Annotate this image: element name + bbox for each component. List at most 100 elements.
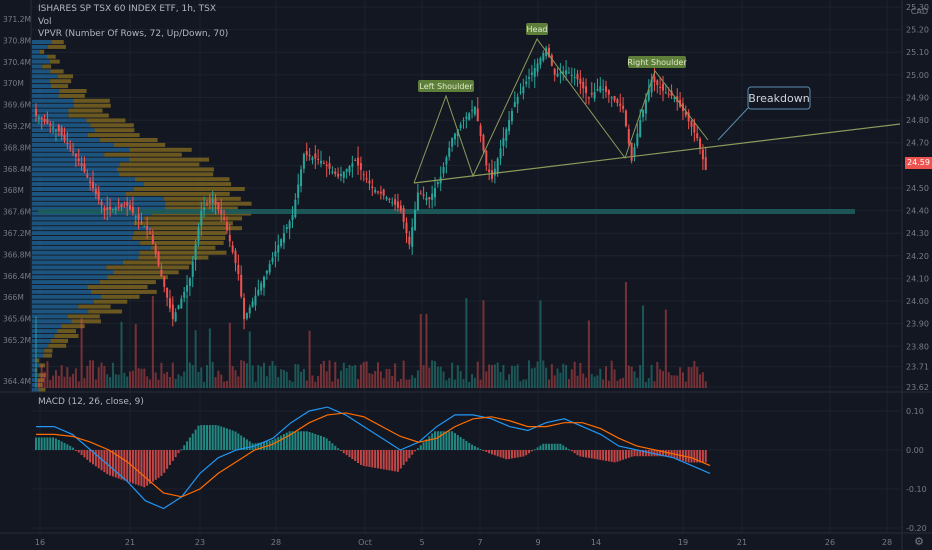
- volume-bar: [74, 368, 77, 388]
- time-axis[interactable]: 16 21 23 28 Oct 5 7 9 14 19 21 26 28: [35, 538, 892, 547]
- volume-bar: [667, 372, 670, 388]
- candle-body: [183, 292, 186, 298]
- annotation-label: Head: [527, 25, 548, 34]
- volume-bar: [516, 364, 519, 388]
- macd-histogram-bar: [106, 450, 109, 475]
- macd-histogram-bar: [394, 450, 397, 472]
- vpvr-row-up: [32, 319, 72, 324]
- candle-body: [237, 264, 240, 274]
- price-tick-label: 25.00: [906, 71, 929, 80]
- candle-body: [163, 277, 166, 287]
- vpvr-row-down: [38, 387, 46, 392]
- macd-histogram-bar: [499, 450, 502, 458]
- macd-histogram-bar: [396, 450, 399, 472]
- macd-histogram-bar: [149, 450, 151, 484]
- candle-body: [522, 86, 525, 94]
- candle-body: [530, 72, 533, 75]
- macd-histogram-bar: [277, 437, 280, 450]
- candle-body: [636, 133, 639, 146]
- candle-body: [362, 174, 365, 176]
- vpvr-row-down: [37, 383, 43, 387]
- volume-bar: [562, 363, 565, 388]
- macd-histogram-bar: [180, 449, 183, 451]
- candle-body: [431, 193, 434, 200]
- macd-histogram-bar: [331, 443, 334, 450]
- candle-body: [664, 92, 667, 94]
- macd-histogram-bar: [365, 450, 368, 467]
- candle-body: [627, 129, 630, 144]
- macd-histogram-bar: [160, 450, 163, 476]
- candle-body: [197, 227, 200, 242]
- volume-bar: [402, 360, 405, 388]
- vpvr-row-up: [32, 231, 135, 236]
- vpvr-indicator-label: VPVR (Number Of Rows, 72, Up/Down, 70): [38, 29, 229, 39]
- candle-body: [69, 146, 72, 149]
- candle-body: [46, 118, 49, 124]
- vpvr-row-up: [32, 221, 134, 226]
- volume-bar: [662, 371, 664, 388]
- candle-body: [308, 154, 311, 157]
- vpvr-row-up: [32, 79, 51, 84]
- volume-bar: [436, 366, 439, 388]
- volume-tick-label: 368M: [3, 186, 24, 195]
- volume-bar: [317, 375, 320, 388]
- macd-histogram-bar: [40, 437, 43, 450]
- macd-tick-label: 0.10: [906, 407, 924, 416]
- vpvr-row-up: [32, 157, 130, 162]
- price-axis[interactable]: 25.3025.2025.1025.0024.9024.8024.7024.60…: [906, 3, 929, 392]
- volume-bar: [285, 371, 288, 388]
- vpvr-row-up: [32, 363, 40, 368]
- time-tick-label: 21: [737, 538, 747, 547]
- neckline: [413, 123, 901, 184]
- candle-body: [528, 77, 531, 79]
- candle-body: [126, 202, 129, 207]
- candle-body: [436, 182, 439, 185]
- volume-bar: [579, 362, 582, 388]
- volume-bar: [308, 330, 311, 388]
- vpvr-row-up: [32, 128, 95, 133]
- volume-bar: [550, 364, 553, 388]
- macd-histogram-bar: [348, 450, 351, 458]
- macd-histogram-bar: [374, 450, 377, 468]
- candle-body: [459, 124, 462, 129]
- candle-body: [482, 134, 485, 151]
- vpvr-row-down: [48, 343, 67, 348]
- volume-bar: [439, 366, 442, 388]
- macd-histogram-bar: [297, 431, 300, 450]
- macd-histogram-bar: [385, 450, 388, 470]
- candle-body: [40, 117, 43, 120]
- macd-histogram-bar: [516, 450, 519, 458]
- vpvr-row-up: [32, 64, 43, 69]
- macd-histogram-bar: [154, 450, 157, 480]
- macd-histogram-bar: [294, 431, 297, 450]
- volume-bar: [462, 379, 465, 388]
- candle-body: [633, 147, 636, 157]
- candle-body: [351, 163, 354, 167]
- macd-histogram-bar: [137, 450, 140, 486]
- candle-body: [54, 129, 57, 131]
- candle-body: [684, 111, 687, 116]
- breakdown-box: [747, 86, 811, 110]
- volume-bar: [624, 281, 627, 388]
- volume-tick-label: 370M: [3, 79, 24, 88]
- volume-bar: [231, 366, 234, 388]
- candle-body: [371, 186, 374, 188]
- volume-bar: [35, 316, 37, 388]
- macd-histogram-bar: [314, 433, 317, 450]
- vpvr-row-up: [32, 98, 74, 103]
- volume-bar: [419, 313, 422, 388]
- gear-icon[interactable]: ⚙: [914, 535, 924, 548]
- candle-body: [311, 157, 314, 161]
- volume-bar: [109, 377, 112, 388]
- macd-histogram-bar: [542, 443, 545, 450]
- macd-histogram-bar: [300, 431, 303, 450]
- macd-histogram-bar: [439, 431, 442, 450]
- vpvr-row-up: [32, 309, 89, 314]
- candle-body: [667, 93, 670, 95]
- vpvr-row-up: [32, 40, 52, 44]
- vpvr-row-up: [32, 167, 117, 172]
- macd-histogram-bar: [206, 425, 208, 450]
- last-price-tag: 24.59: [905, 157, 932, 169]
- volume-bar: [248, 331, 251, 388]
